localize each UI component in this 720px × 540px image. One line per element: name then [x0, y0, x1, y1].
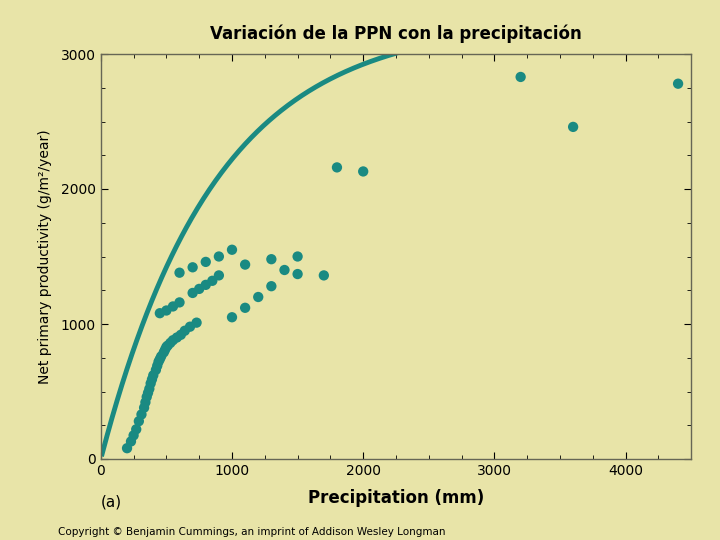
Point	[226, 245, 238, 254]
Point	[567, 123, 579, 131]
Point	[148, 371, 159, 380]
Point	[266, 282, 277, 291]
Point	[141, 393, 153, 401]
Point	[125, 437, 137, 446]
Point	[213, 252, 225, 261]
Point	[156, 352, 167, 361]
Point	[200, 258, 212, 266]
Point	[167, 336, 179, 345]
Point	[213, 271, 225, 280]
Point	[292, 252, 303, 261]
Point	[174, 298, 185, 307]
Point	[143, 384, 155, 393]
Point	[194, 285, 205, 293]
Point	[161, 342, 172, 351]
Point	[253, 293, 264, 301]
Point	[191, 318, 202, 327]
Point	[174, 268, 185, 277]
Point	[133, 417, 145, 426]
Point	[279, 266, 290, 274]
Point	[187, 288, 199, 297]
Point	[158, 348, 169, 356]
Point	[672, 79, 684, 88]
Point	[239, 260, 251, 269]
Point	[135, 410, 147, 419]
Point	[145, 379, 156, 388]
Point	[146, 375, 158, 383]
Point	[187, 263, 199, 272]
Point	[151, 362, 163, 370]
Point	[140, 398, 151, 407]
Point	[121, 444, 132, 453]
Point	[226, 313, 238, 321]
Point	[143, 388, 154, 397]
X-axis label: Precipitation (mm): Precipitation (mm)	[308, 489, 484, 507]
Point	[130, 425, 142, 434]
Point	[239, 303, 251, 312]
Point	[318, 271, 330, 280]
Point	[153, 357, 164, 366]
Point	[207, 276, 218, 285]
Point	[150, 366, 162, 374]
Point	[266, 255, 277, 264]
Point	[171, 333, 183, 342]
Text: Variación de la PPN con la precipitación: Variación de la PPN con la precipitación	[210, 24, 582, 43]
Point	[179, 326, 191, 335]
Point	[200, 280, 212, 289]
Y-axis label: Net primary productivity (g/m²/year): Net primary productivity (g/m²/year)	[38, 129, 53, 384]
Text: Copyright © Benjamin Cummings, an imprint of Addison Wesley Longman: Copyright © Benjamin Cummings, an imprin…	[58, 526, 445, 537]
Point	[154, 309, 166, 318]
Point	[128, 431, 140, 440]
Point	[162, 341, 174, 350]
Point	[154, 355, 166, 363]
Point	[175, 330, 186, 339]
Point	[357, 167, 369, 176]
Point	[165, 339, 176, 347]
Point	[161, 306, 172, 315]
Point	[184, 322, 196, 331]
Point	[515, 72, 526, 81]
Text: (a): (a)	[101, 494, 122, 509]
Point	[167, 302, 179, 310]
Point	[138, 403, 150, 412]
Point	[331, 163, 343, 172]
Point	[159, 346, 171, 354]
Point	[292, 269, 303, 278]
